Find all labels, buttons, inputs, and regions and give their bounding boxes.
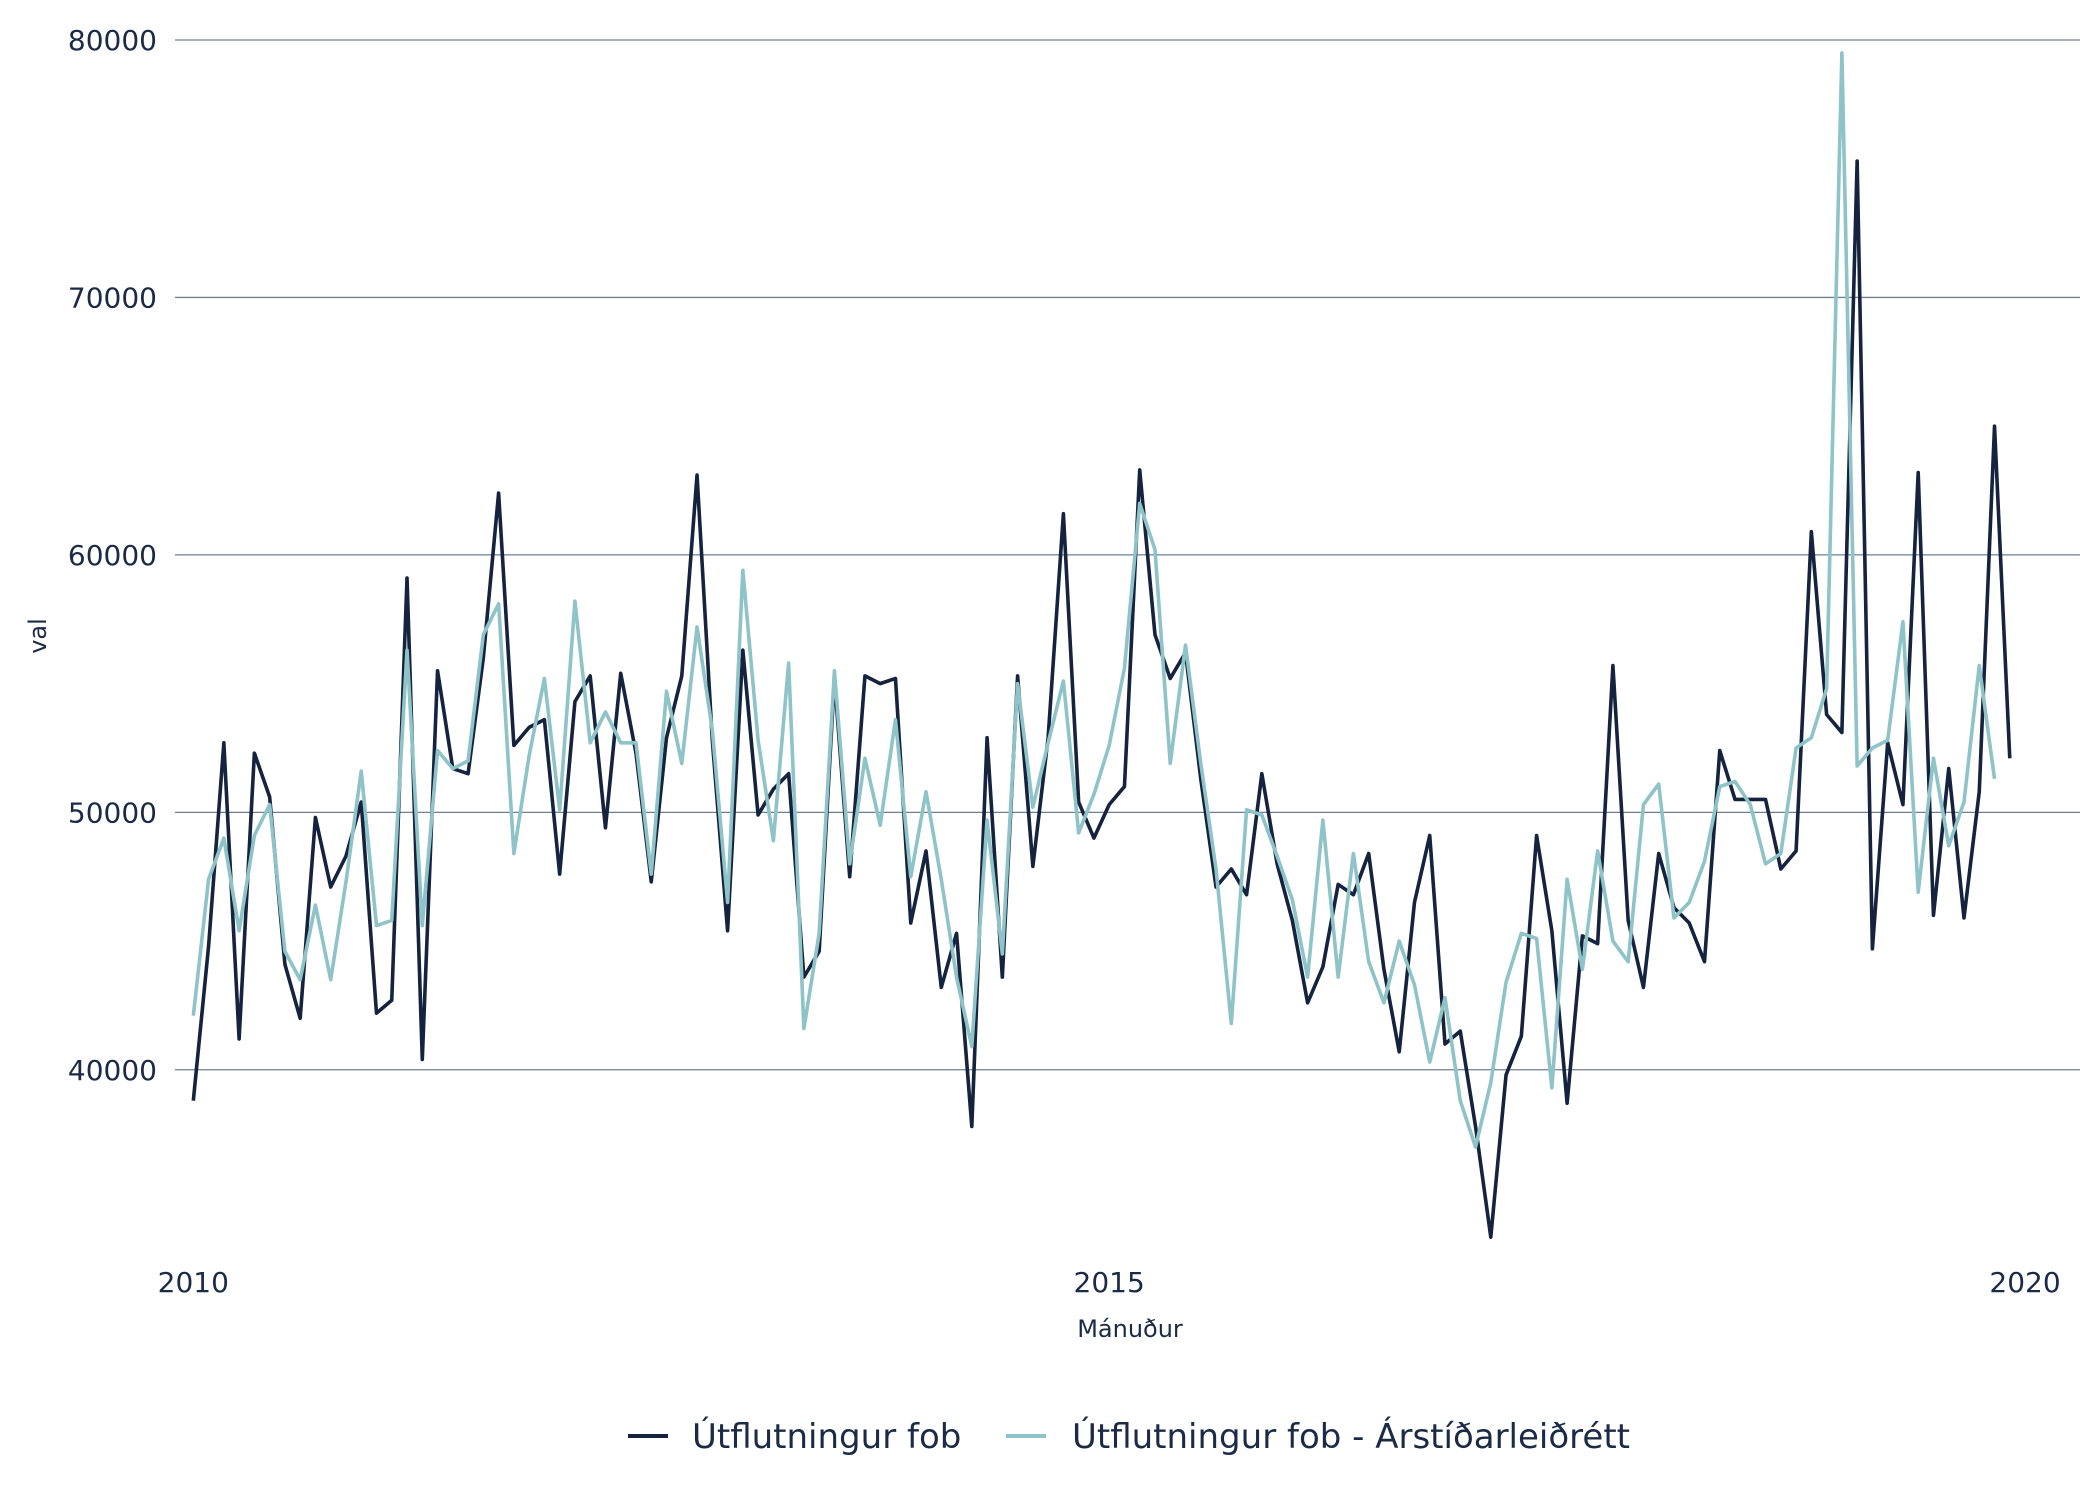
legend-label-series-2: Útflutningur fob - Árstíðarleiðrétt (1072, 1416, 1630, 1457)
legend-label-series-1: Útflutningur fob (692, 1416, 961, 1457)
y-tick-label: 70000 (68, 281, 157, 314)
series-lines (191, 51, 2012, 1239)
x-axis-ticks: 2010 2015 2020 (158, 1266, 2061, 1299)
x-tick-label: 2020 (1989, 1266, 2060, 1299)
y-axis-title: val (24, 618, 52, 654)
x-tick-label: 2015 (1074, 1266, 1145, 1299)
series-line-2 (191, 51, 1997, 1149)
x-tick-label: 2010 (158, 1266, 229, 1299)
y-tick-label: 80000 (68, 24, 157, 57)
y-tick-label: 50000 (68, 796, 157, 829)
x-axis-title: Mánuður (1077, 1315, 1183, 1343)
y-tick-label: 40000 (68, 1054, 157, 1087)
series-line-1 (191, 159, 2012, 1239)
y-tick-label: 60000 (68, 539, 157, 572)
gridlines (175, 39, 2080, 1071)
legend: Útflutningur fob Útflutningur fob - Árst… (628, 1416, 1630, 1457)
y-axis-ticks: 40000 50000 60000 70000 80000 (68, 24, 157, 1087)
